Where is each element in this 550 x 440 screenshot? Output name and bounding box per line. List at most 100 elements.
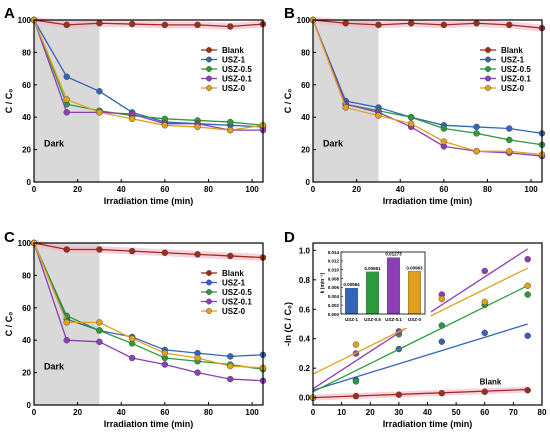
legend-label-Blank: Blank: [222, 269, 244, 278]
data-point-USZ-1: [438, 338, 446, 345]
legend-label-USZ-0: USZ-0: [222, 84, 246, 93]
series-line-Blank: [312, 19, 543, 29]
x-tick-label: 20: [73, 185, 82, 194]
y-tick-label: 100: [18, 239, 32, 248]
data-point-USZ-0.1: [194, 369, 201, 376]
legend-label-USZ-0: USZ-0: [501, 84, 525, 93]
legend-label-USZ-0.5: USZ-0.5: [222, 288, 252, 297]
x-axis-label: Irradiation time (min): [104, 196, 194, 206]
y-tick-label: 1.0: [299, 246, 311, 255]
legend-label-USZ-0.5: USZ-0.5: [501, 65, 531, 74]
legend-marker-Blank: [485, 47, 491, 53]
series-line-USZ-0.1: [33, 242, 264, 382]
x-tick-label: 80: [204, 185, 213, 194]
data-point-Blank: [227, 23, 234, 30]
y-tick-label: 0: [306, 178, 311, 187]
x-axis-label: Irradiation time (min): [383, 419, 473, 429]
data-point-USZ-0: [481, 298, 488, 306]
x-tick-label: 0: [311, 408, 316, 417]
y-tick-label: 80: [301, 48, 310, 57]
x-tick-label: 40: [396, 185, 405, 194]
data-point-USZ-0.5: [506, 136, 513, 144]
y-tick-label: 80: [22, 271, 31, 280]
x-tick-label: 40: [423, 408, 432, 417]
y-axis-label: C / C₀: [4, 312, 14, 337]
inset-x-tick-label: USZ-0.5: [364, 317, 381, 322]
x-tick-label: 80: [483, 185, 492, 194]
data-point-USZ-0: [96, 109, 103, 116]
data-point-USZ-1: [96, 88, 103, 95]
inset-frame: [340, 251, 426, 315]
inset-y-tick-label: 0.012: [328, 259, 340, 264]
inset-y-tick-label: 0.000: [328, 312, 340, 317]
fit-line-USZ-0.5: [312, 285, 528, 393]
legend-label-Blank: Blank: [222, 46, 244, 55]
series-line-USZ-0: [33, 242, 264, 369]
data-point-Blank: [342, 20, 349, 27]
data-point-USZ-1: [481, 329, 488, 337]
legend-label-USZ-1: USZ-1: [501, 56, 525, 65]
panel-letter: B: [284, 5, 295, 22]
x-tick-label: 40: [117, 185, 126, 194]
data-point-USZ-1: [524, 332, 531, 339]
inset-y-tick-label: 0.008: [328, 276, 340, 281]
data-point-Blank: [375, 21, 382, 29]
inset-x-tick-label: USZ-1: [345, 317, 358, 322]
legend-label-Blank: Blank: [501, 46, 523, 55]
legend-marker-USZ-0: [206, 308, 212, 314]
data-point-Blank: [63, 21, 70, 29]
y-tick-label: 20: [22, 369, 31, 378]
inset-bar-USZ-0: [408, 271, 421, 315]
x-tick-label: 20: [366, 408, 375, 417]
inset-y-tick-label: 0.014: [328, 250, 340, 255]
y-axis-label: C / C₀: [283, 89, 293, 114]
legend-marker-USZ-0.5: [485, 66, 491, 72]
data-point-USZ-0.1: [481, 267, 488, 275]
inset-y-tick-label: 0.010: [328, 268, 340, 273]
data-point-Blank: [395, 391, 403, 398]
data-point-Blank: [194, 251, 201, 258]
data-point-USZ-0: [352, 341, 360, 348]
data-point-USZ-0: [227, 126, 234, 134]
x-tick-label: 10: [337, 408, 346, 417]
data-point-Blank: [506, 21, 513, 29]
data-point-USZ-0.5: [227, 118, 234, 126]
inset-y-tick-label: 0.004: [328, 294, 340, 299]
y-tick-label: 40: [22, 336, 31, 345]
panel-C: Dark 0 20 40 60 80 100 0 20 40 60 80 100 Irradiation …: [4, 229, 267, 429]
legend-marker-USZ-1: [206, 56, 212, 63]
data-point-USZ-0: [375, 112, 382, 119]
panel-D: 0 10 20 30 40 50 60 70 80 0.0 0.2 0.4 0.6 0.8 1.0 Irrad…: [283, 229, 547, 429]
x-tick-label: 20: [73, 408, 82, 417]
data-point-Blank: [524, 387, 531, 394]
y-tick-label: 60: [301, 81, 310, 90]
inset-y-tick-label: 0.002: [328, 303, 340, 308]
legend-label-USZ-0.5: USZ-0.5: [222, 65, 252, 74]
data-point-Blank: [161, 21, 169, 29]
x-tick-label: 30: [394, 408, 403, 417]
data-point-USZ-1: [227, 353, 234, 360]
y-tick-label: 40: [22, 113, 31, 122]
data-point-USZ-0: [161, 122, 169, 129]
x-tick-label: 80: [538, 408, 547, 417]
data-point-USZ-0: [194, 123, 201, 131]
panel-letter: D: [284, 229, 295, 246]
y-tick-label: 100: [18, 16, 32, 25]
legend-marker-USZ-1: [206, 279, 212, 286]
x-axis-label: Irradiation time (min): [104, 419, 194, 429]
data-point-USZ-0: [342, 104, 349, 111]
panel-letter: C: [4, 229, 15, 246]
legend-marker-USZ-0: [206, 85, 212, 91]
legend-label-USZ-1: USZ-1: [222, 279, 246, 288]
data-point-USZ-0: [473, 148, 480, 155]
plot-frame: [33, 242, 264, 406]
y-tick-label: 0.0: [299, 394, 311, 403]
data-point-Blank: [352, 392, 360, 400]
data-point-USZ-1: [506, 125, 513, 132]
series-line-USZ-1: [312, 19, 543, 135]
legend-label-USZ-0: USZ-0: [222, 307, 246, 316]
dark-label: Dark: [44, 138, 65, 148]
data-point-Blank: [194, 21, 201, 29]
dark-label: Dark: [44, 361, 65, 371]
y-tick-label: 0.2: [299, 364, 311, 373]
